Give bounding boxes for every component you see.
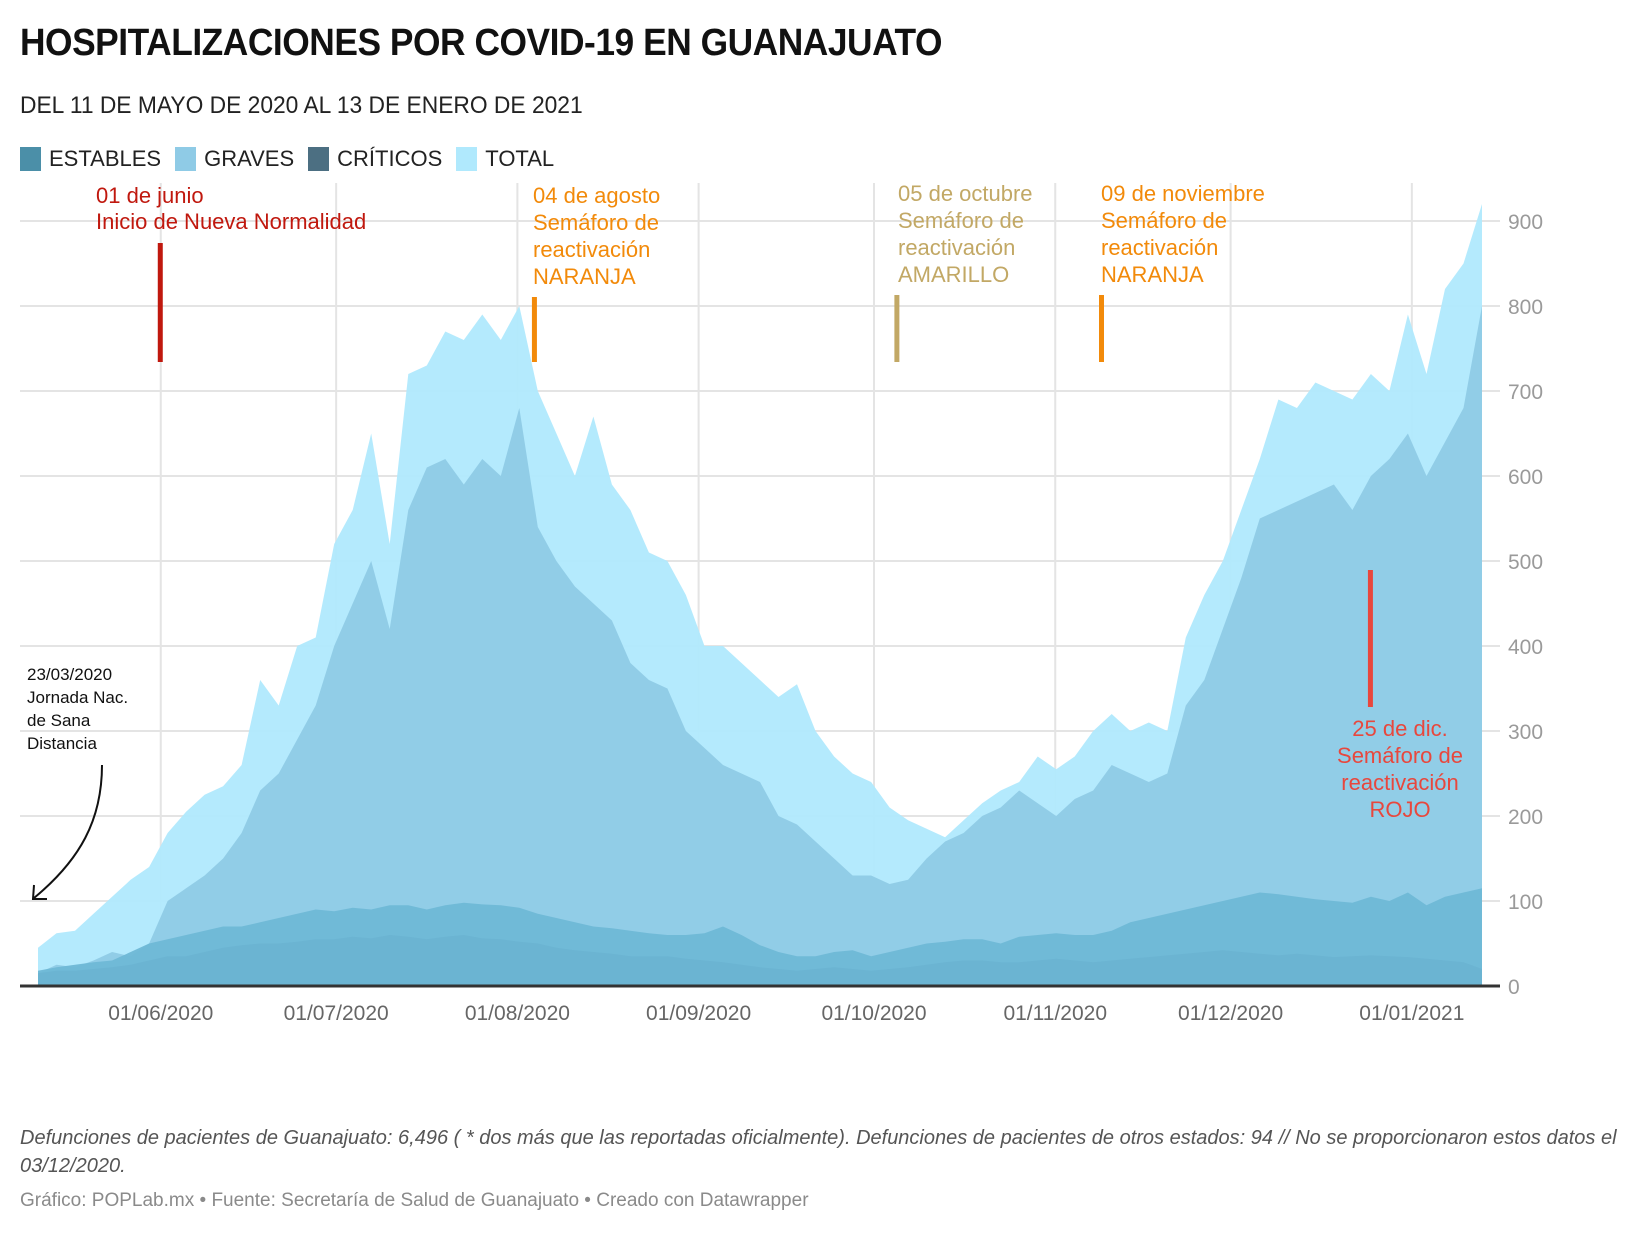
y-tick-label: 0 bbox=[1508, 976, 1520, 999]
chart-title: HOSPITALIZACIONES POR COVID-19 EN GUANAJ… bbox=[20, 22, 943, 64]
chart-byline: Gráfico: POPLab.mx • Fuente: Secretaría … bbox=[20, 1190, 809, 1211]
y-tick-label: 100 bbox=[1508, 891, 1543, 914]
area-graves bbox=[38, 306, 1482, 986]
chart-subtitle: DEL 11 DE MAYO DE 2020 AL 13 DE ENERO DE… bbox=[20, 92, 583, 119]
axes: 0 100 200 300 400 500 600 700 800 900 01/06/2020 01… bbox=[20, 211, 1543, 1025]
annotation-text: ROJO bbox=[1369, 797, 1430, 822]
y-tick-label: 600 bbox=[1508, 466, 1543, 489]
annotation-text: Semáforo de bbox=[533, 210, 659, 235]
annotation-text: AMARILLO bbox=[898, 262, 1009, 287]
annotation-marker bbox=[1099, 295, 1104, 362]
y-tick-label: 200 bbox=[1508, 806, 1543, 829]
annotation-text: 25 de dic. bbox=[1352, 716, 1447, 741]
annotation-arrow bbox=[33, 764, 103, 899]
x-tick-label: 01/08/2020 bbox=[465, 1002, 570, 1025]
annotation-marker bbox=[531, 297, 537, 362]
annotation-text: Jornada Nac. bbox=[27, 688, 128, 707]
chart-notes: Defunciones de pacientes de Guanajuato: … bbox=[20, 1127, 1617, 1177]
legend-item-criticos: CRÍTICOS bbox=[308, 146, 442, 172]
annotation-text: Semáforo de bbox=[1101, 208, 1227, 233]
y-tick-label: 900 bbox=[1508, 211, 1543, 234]
x-tick-label: 01/06/2020 bbox=[108, 1002, 213, 1025]
x-tick-label: 01/10/2020 bbox=[821, 1002, 926, 1025]
x-tick-label: 01/07/2020 bbox=[284, 1002, 389, 1025]
annotation-text: reactivación bbox=[898, 235, 1015, 260]
legend-swatch-graves bbox=[175, 147, 197, 171]
y-tick-label: 800 bbox=[1508, 296, 1543, 319]
annotation-text: reactivación bbox=[1101, 235, 1218, 260]
y-tick-label: 700 bbox=[1508, 381, 1543, 404]
annotation-text: NARANJA bbox=[533, 264, 636, 289]
series-areas bbox=[38, 204, 1482, 986]
y-tick-label: 400 bbox=[1508, 636, 1543, 659]
legend: ESTABLES GRAVES CRÍTICOS TOTAL bbox=[20, 146, 554, 172]
y-tick-label: 500 bbox=[1508, 551, 1543, 574]
annotation-text: reactivación bbox=[1341, 770, 1458, 795]
annotation-text: Semáforo de bbox=[1337, 743, 1463, 768]
x-tick-label: 01/12/2020 bbox=[1178, 1002, 1283, 1025]
legend-item-graves: GRAVES bbox=[175, 146, 294, 172]
legend-label-criticos: CRÍTICOS bbox=[337, 146, 443, 171]
legend-swatch-estables bbox=[20, 147, 41, 171]
legend-swatch-criticos bbox=[308, 147, 330, 171]
y-tick-label: 300 bbox=[1508, 721, 1543, 744]
x-tick-label: 01/11/2020 bbox=[1003, 1002, 1107, 1025]
arrow-head-icon bbox=[31, 884, 47, 900]
annotation-text: NARANJA bbox=[1101, 262, 1204, 287]
legend-label-graves: GRAVES bbox=[204, 146, 295, 171]
annotation-marker bbox=[157, 243, 163, 362]
x-tick-label: 01/01/2021 bbox=[1359, 1002, 1464, 1025]
annotation-text: 05 de octubre bbox=[898, 181, 1033, 206]
annotation-2020-03-23: 23/03/2020 Jornada Nac. de Sana Distancia bbox=[27, 665, 128, 900]
legend-item-estables: ESTABLES bbox=[20, 146, 161, 172]
legend-item-total: TOTAL bbox=[456, 146, 554, 172]
annotation-text: Semáforo de bbox=[898, 208, 1024, 233]
annotation-text: 01 de junio bbox=[96, 183, 204, 208]
legend-swatch-total bbox=[456, 147, 478, 171]
legend-label-estables: ESTABLES bbox=[49, 146, 162, 171]
area-criticos bbox=[38, 935, 1482, 986]
legend-label-total: TOTAL bbox=[485, 146, 555, 171]
x-tick-label: 01/09/2020 bbox=[646, 1002, 751, 1025]
annotation-text: 04 de agosto bbox=[533, 183, 660, 208]
annotation-text: Inicio de Nueva Normalidad bbox=[96, 209, 366, 234]
annotation-text: 09 de noviembre bbox=[1101, 181, 1265, 206]
annotation-marker bbox=[894, 295, 900, 362]
annotation-marker bbox=[1367, 570, 1373, 707]
annotation-text: Distancia bbox=[27, 734, 97, 753]
annotation-text: 23/03/2020 bbox=[27, 665, 112, 684]
area-chart: 0 100 200 300 400 500 600 700 800 900 01/06/2020 01… bbox=[20, 181, 1543, 1025]
annotation-text: reactivación bbox=[533, 237, 650, 262]
annotations: 23/03/2020 Jornada Nac. de Sana Distancia 01… bbox=[27, 181, 1463, 900]
annotation-text: de Sana bbox=[27, 711, 91, 730]
